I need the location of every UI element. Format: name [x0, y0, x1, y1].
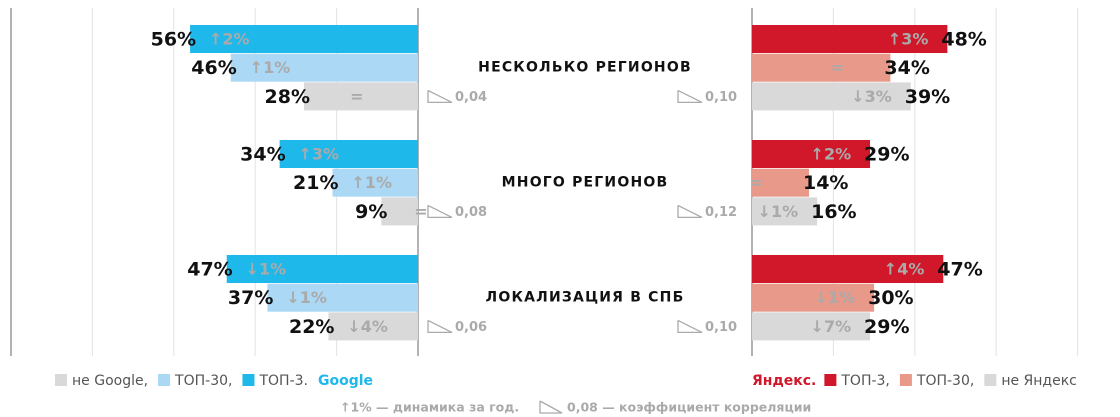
change-label: ↓1%: [286, 288, 327, 307]
value-label: 28%: [265, 86, 310, 108]
bar: [752, 140, 871, 168]
legend-swatch: [158, 374, 171, 386]
bar: [752, 53, 891, 82]
bar: [226, 255, 418, 283]
note-dynamics: ↑1% — динамика за год.: [340, 400, 519, 415]
legend-title: Яндекс.: [752, 373, 816, 389]
category-label: НЕСКОЛЬКО РЕГИОНОВ: [478, 60, 692, 76]
change-label: =: [350, 87, 363, 106]
value-label: 34%: [884, 57, 929, 79]
change-label: =: [414, 202, 427, 221]
value-label: 21%: [293, 172, 338, 194]
correlation-label: 0,10: [705, 90, 737, 105]
change-label: =: [749, 173, 762, 192]
change-label: ↓4%: [347, 317, 388, 336]
change-label: ↓1%: [758, 202, 799, 221]
value-label: 29%: [864, 144, 909, 166]
value-label: 46%: [191, 57, 236, 79]
correlation-label: 0,04: [455, 90, 487, 105]
change-label: ↑3%: [299, 145, 340, 164]
correlation-label: 0,10: [705, 320, 737, 335]
correlation-label: 0,08: [455, 205, 487, 220]
legend-swatch: [242, 374, 255, 386]
value-label: 16%: [811, 201, 856, 223]
legend-title: Google: [318, 373, 373, 389]
change-label: ↑1%: [351, 173, 392, 192]
change-label: ↑2%: [811, 145, 852, 164]
bar: [752, 25, 948, 53]
bar: [752, 82, 911, 111]
bar: [752, 255, 944, 283]
correlation-icon: [427, 89, 453, 104]
value-label: 30%: [868, 287, 913, 309]
bar: [190, 25, 418, 53]
correlation-label: 0,12: [705, 205, 737, 220]
correlation-icon: [427, 204, 453, 219]
change-label: ↓7%: [811, 317, 852, 336]
change-label: ↑4%: [884, 260, 925, 279]
correlation-icon: [677, 89, 703, 104]
value-label: 22%: [289, 316, 334, 338]
change-label: ↓1%: [246, 260, 287, 279]
bar: [267, 283, 418, 312]
change-label: ↓1%: [815, 288, 856, 307]
value-label: 56%: [151, 29, 196, 51]
bar: [752, 312, 871, 341]
correlation-icon: [677, 319, 703, 334]
bar: [332, 168, 418, 197]
change-label: ↑3%: [888, 30, 929, 49]
change-label: ↑1%: [250, 58, 291, 77]
bar: [230, 53, 418, 82]
legend-label: ТОП-30,: [174, 373, 232, 389]
bar: [381, 197, 418, 226]
change-label: ↓3%: [851, 87, 892, 106]
correlation-icon: [677, 204, 703, 219]
value-label: 34%: [240, 144, 285, 166]
value-label: 9%: [355, 201, 387, 223]
legend-swatch: [55, 374, 67, 386]
category-label: ЛОКАЛИЗАЦИЯ В СПБ: [486, 290, 685, 306]
bar: [752, 197, 818, 226]
bar: [752, 283, 875, 312]
correlation-icon: [427, 319, 453, 334]
legend-swatch: [824, 374, 837, 386]
bar: [752, 168, 809, 197]
change-label: =: [831, 58, 844, 77]
bar: [328, 312, 418, 341]
value-label: 47%: [187, 259, 232, 281]
value-label: 37%: [228, 287, 273, 309]
value-label: 29%: [864, 316, 909, 338]
change-label: ↑2%: [209, 30, 250, 49]
note-correlation: 0,08 — коэффициент корреляции: [567, 400, 811, 415]
legend-label: ТОП-3,: [840, 373, 890, 389]
correlation-label: 0,06: [455, 320, 487, 335]
legend-swatch: [899, 374, 912, 386]
value-label: 48%: [941, 29, 986, 51]
value-label: 47%: [937, 259, 982, 281]
note-icon: [539, 400, 563, 414]
legend-swatch: [984, 374, 997, 386]
bar: [304, 82, 418, 111]
bar: [279, 140, 418, 168]
category-label: МНОГО РЕГИОНОВ: [502, 175, 669, 191]
value-label: 14%: [803, 172, 848, 194]
legend-label: не Яндекс: [1001, 373, 1077, 389]
legend-label: ТОП-30,: [916, 373, 974, 389]
value-label: 39%: [905, 86, 950, 108]
legend-label: не Google,: [72, 373, 148, 389]
legend-label: ТОП-3.: [258, 373, 308, 389]
